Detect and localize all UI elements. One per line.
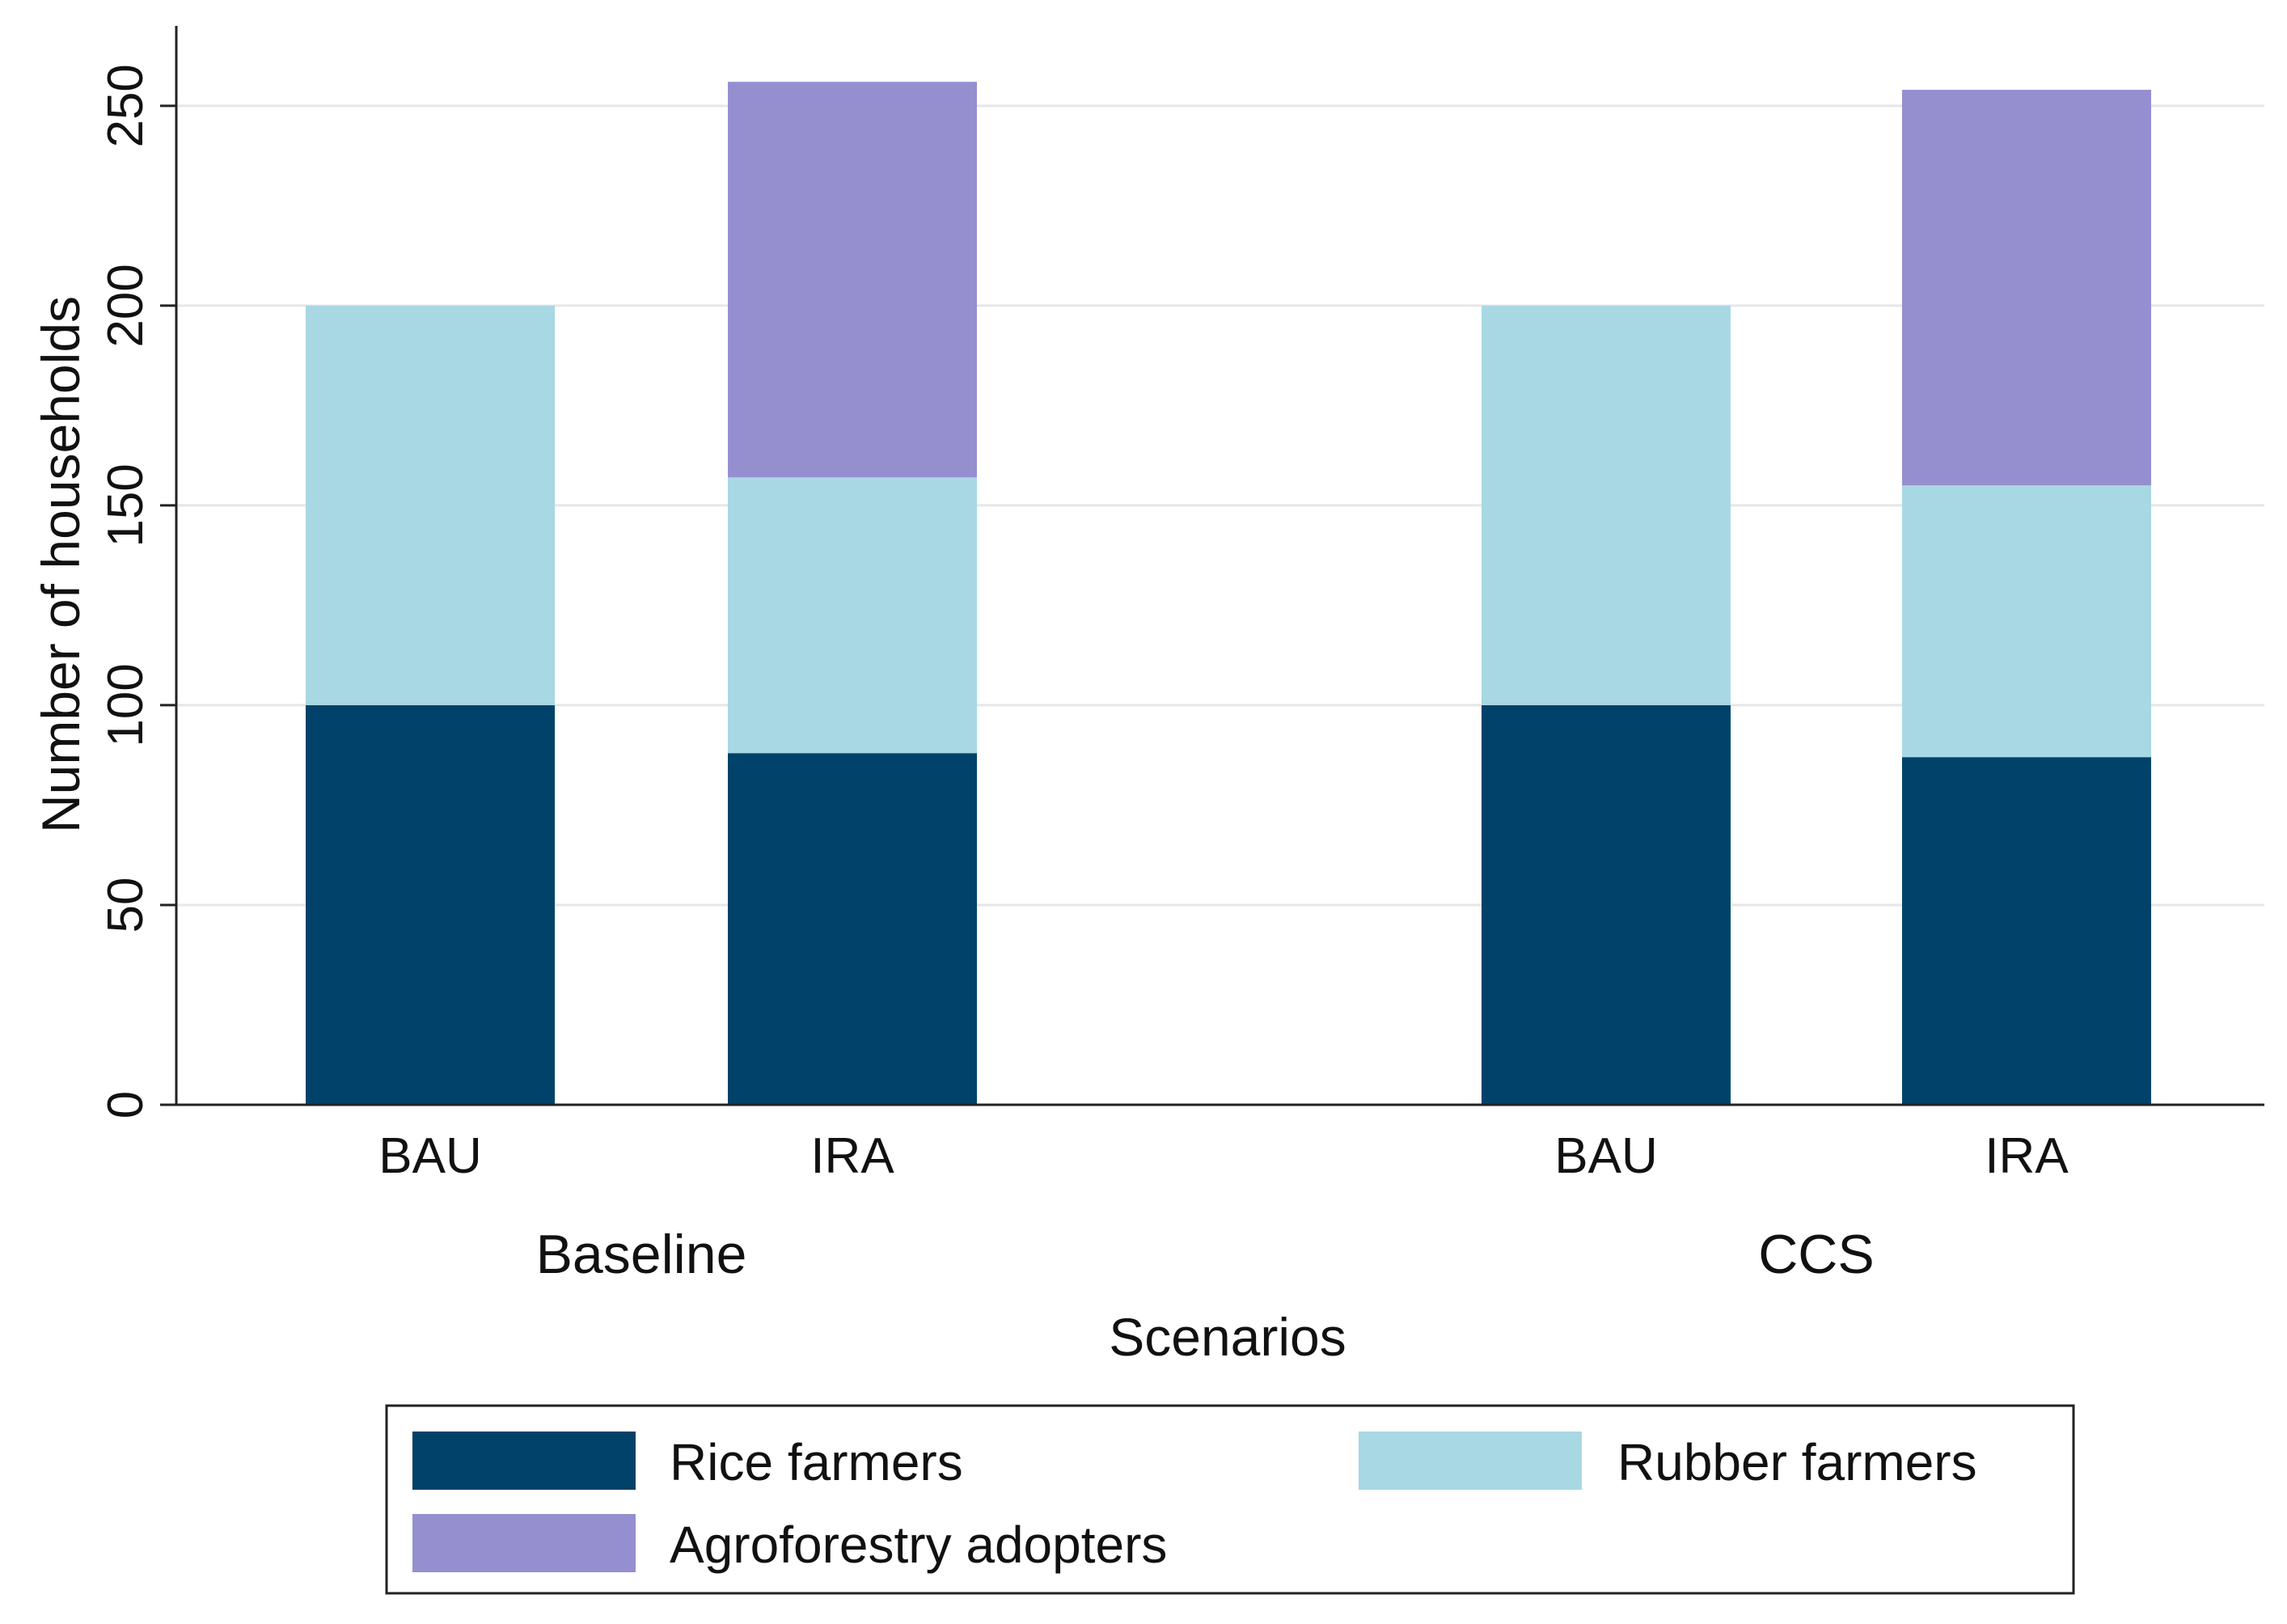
y-tick-label-100: 100 — [98, 663, 154, 746]
legend-swatch-rubber-farmers — [1359, 1432, 1582, 1490]
bar-ccs-ira-agroforestry-adopters — [1902, 90, 2151, 486]
legend-label-rice-farmers: Rice farmers — [670, 1433, 963, 1491]
group-label-baseline: Baseline — [536, 1224, 747, 1285]
axes — [160, 26, 2264, 1106]
bar-baseline-ira-rubber-farmers — [728, 477, 977, 754]
y-tick-label-50: 50 — [98, 877, 154, 933]
y-tick-label-150: 150 — [98, 463, 154, 547]
x-axis-title: Scenarios — [1109, 1307, 1346, 1367]
x-tick-label-ccs-ira: IRA — [1985, 1128, 2069, 1184]
y-tick-label-0: 0 — [98, 1091, 154, 1119]
bar-ccs-ira-rice-farmers — [1902, 757, 2151, 1105]
bar-ccs-bau-rubber-farmers — [1482, 305, 1731, 705]
bar-baseline-bau-rice-farmers — [306, 704, 555, 1105]
bar-ccs-ira-rubber-farmers — [1902, 485, 2151, 758]
bar-baseline-bau-rubber-farmers — [306, 305, 555, 705]
bar-baseline-ira-agroforestry-adopters — [728, 82, 977, 478]
legend-label-rubber-farmers: Rubber farmers — [1617, 1433, 1977, 1491]
legend-swatch-rice-farmers — [412, 1432, 636, 1490]
legend-label-agroforestry-adopters: Agroforestry adopters — [670, 1516, 1167, 1574]
legend-items: Rice farmers Rubber farmers Agroforestry a… — [412, 1432, 1977, 1574]
y-axis-title: Number of households — [31, 296, 91, 833]
x-tick-label-baseline-bau: BAU — [378, 1128, 481, 1184]
x-tick-label-baseline-ira: IRA — [810, 1128, 894, 1184]
x-tick-label-ccs-bau: BAU — [1554, 1128, 1657, 1184]
bars — [306, 82, 2151, 1105]
bar-baseline-ira-rice-farmers — [728, 753, 977, 1105]
legend-swatch-agroforestry-adopters — [412, 1514, 636, 1572]
legend: Rice farmers Rubber farmers Agroforestry a… — [385, 1404, 2075, 1595]
bar-ccs-bau-rice-farmers — [1482, 704, 1731, 1105]
legend-frame — [385, 1404, 2075, 1595]
y-tick-label-200: 200 — [98, 264, 154, 347]
tick-labels: 0 50 100 150 200 250 BAU IRA Baseline BAU IRA CCS — [98, 64, 2069, 1285]
group-label-ccs: CCS — [1758, 1224, 1875, 1285]
y-tick-label-250: 250 — [98, 64, 154, 147]
